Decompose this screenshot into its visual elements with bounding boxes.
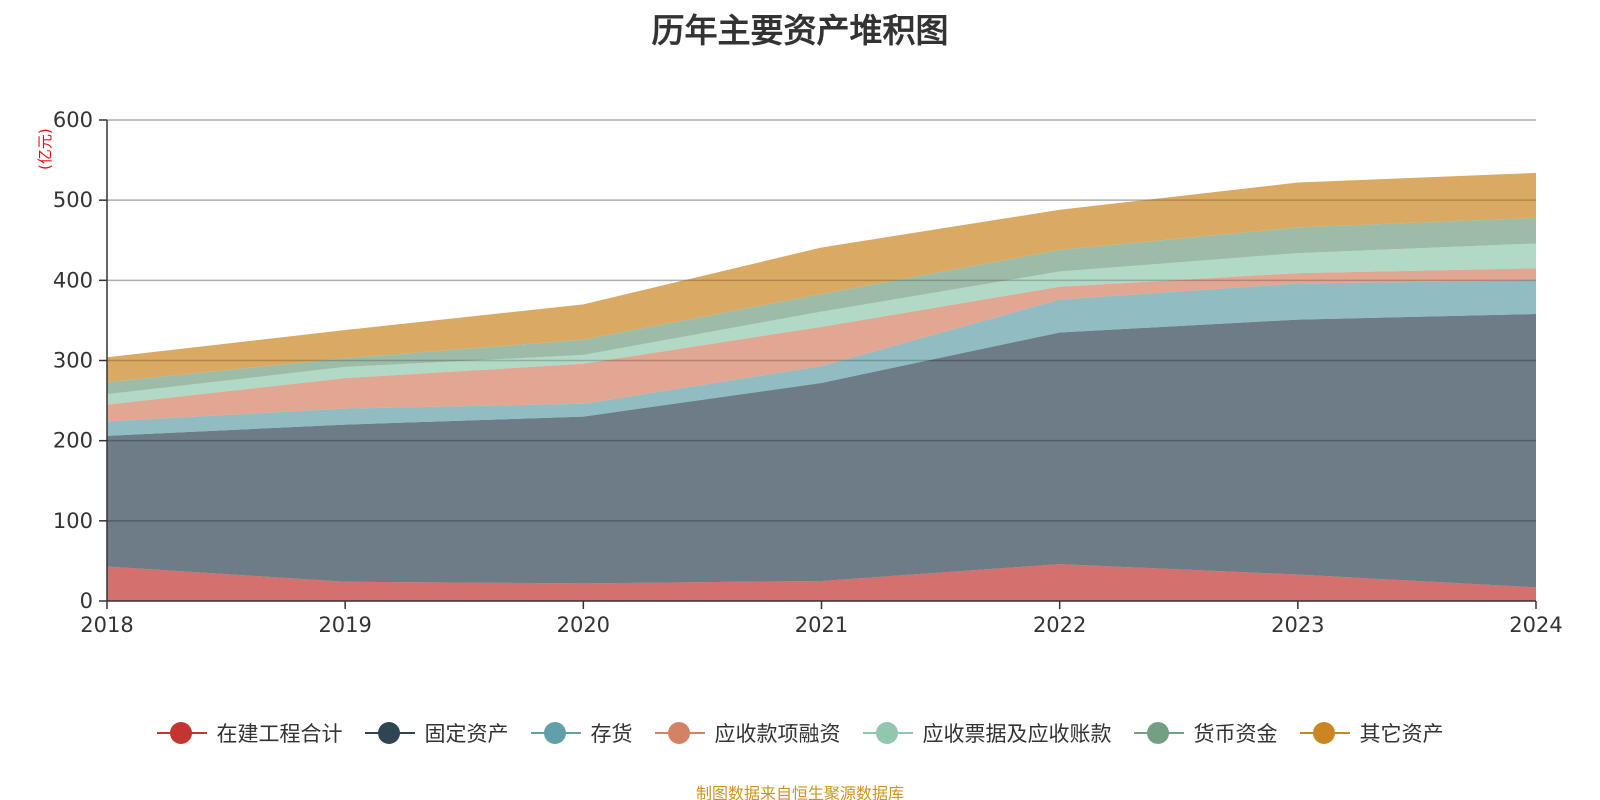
legend-label: 固定资产 — [424, 722, 509, 746]
y-tick-label: 200 — [53, 429, 93, 453]
legend-marker-icon — [654, 721, 705, 745]
y-tick-label: 300 — [53, 349, 93, 373]
area-series-3 — [107, 268, 1536, 422]
legend-label: 应收票据及应收账款 — [922, 722, 1112, 746]
y-tick-label: 600 — [53, 108, 93, 132]
y-tick-label: 400 — [53, 268, 93, 292]
legend-marker-icon — [156, 721, 207, 745]
x-tick-label: 2022 — [1033, 613, 1086, 637]
legend-label: 存货 — [590, 722, 633, 746]
legend-item[interactable]: 其它资产 — [1299, 718, 1444, 748]
legend-label: 应收款项融资 — [714, 722, 841, 746]
legend-item[interactable]: 固定资产 — [364, 718, 509, 748]
legend-item[interactable]: 货币资金 — [1133, 718, 1278, 748]
area-series-0 — [107, 564, 1536, 601]
legend-item[interactable]: 应收票据及应收账款 — [862, 718, 1112, 748]
source-footer: 制图数据来自恒生聚源数据库 — [695, 784, 904, 800]
legend-marker-icon — [1299, 721, 1350, 745]
legend-marker-icon — [530, 721, 581, 745]
legend-item[interactable]: 应收款项融资 — [654, 718, 841, 748]
x-tick-label: 2018 — [80, 613, 133, 637]
y-tick-label: 100 — [53, 509, 93, 533]
legend-marker-icon — [364, 721, 415, 745]
x-tick-label: 2023 — [1271, 613, 1324, 637]
area-series-1 — [107, 314, 1536, 588]
legend-marker-icon — [1133, 721, 1184, 745]
area-series-4 — [107, 243, 1536, 405]
area-series-5 — [107, 217, 1536, 395]
area-series-6 — [107, 172, 1536, 383]
chart-title: 历年主要资产堆积图 — [651, 11, 949, 50]
x-tick-label: 2024 — [1509, 613, 1562, 637]
x-tick-label: 2021 — [795, 613, 848, 637]
legend-label: 货币资金 — [1193, 722, 1278, 746]
legend-label: 在建工程合计 — [216, 722, 343, 746]
y-tick-label: 0 — [80, 589, 93, 613]
y-tick-label: 500 — [53, 188, 93, 212]
legend-marker-icon — [862, 721, 913, 745]
legend-item[interactable]: 存货 — [530, 718, 633, 748]
x-tick-label: 2020 — [557, 613, 610, 637]
legend-item[interactable]: 在建工程合计 — [156, 718, 343, 748]
legend-label: 其它资产 — [1359, 722, 1444, 746]
area-series-2 — [107, 280, 1536, 436]
x-tick-label: 2019 — [318, 613, 371, 637]
legend: 在建工程合计 固定资产 存货 应收款项融资 应收票据及应收账款 货币资金 其它资产 — [0, 718, 1600, 748]
